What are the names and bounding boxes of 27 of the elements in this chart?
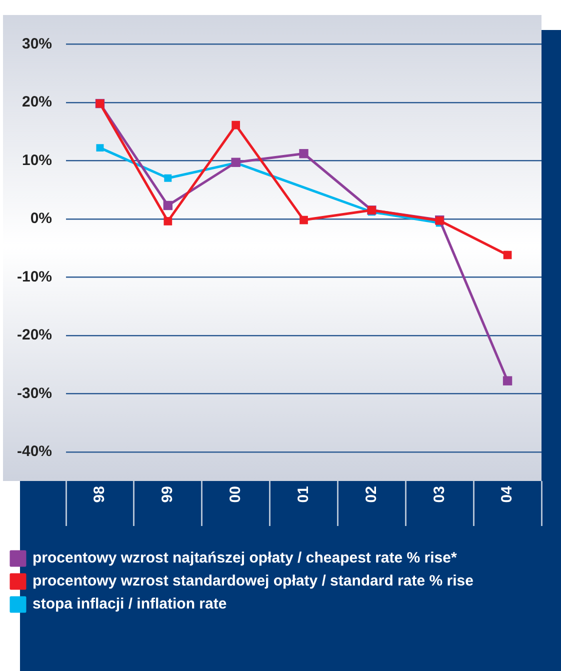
point xyxy=(503,250,512,260)
point xyxy=(232,120,240,130)
y-tick-label: -40% xyxy=(16,443,52,460)
x-tick-label: 02 xyxy=(362,486,380,503)
point xyxy=(96,144,104,152)
x-tick-label: 04 xyxy=(498,485,516,503)
point xyxy=(300,216,308,224)
x-tick-label: 98 xyxy=(91,486,108,503)
point xyxy=(163,200,173,210)
y-tick-label: 20% xyxy=(22,94,52,111)
y-tick-label: 30% xyxy=(22,35,52,52)
y-tick-label: -20% xyxy=(16,326,52,344)
x-tick-label: 01 xyxy=(294,486,312,503)
point xyxy=(502,376,512,386)
legend-label: stopa inflacji / inflation rate xyxy=(32,596,227,613)
x-tick-label: 00 xyxy=(226,486,244,503)
legend-label: procentowy wzrost najtańszej opłaty / cheapest rate % rise* xyxy=(32,550,457,567)
point xyxy=(164,217,172,226)
y-tick-label: -10% xyxy=(16,268,52,286)
x-tick-label: 99 xyxy=(159,486,176,503)
x-tick-label: 03 xyxy=(430,486,448,503)
y-tick-label: 10% xyxy=(22,152,52,169)
point xyxy=(299,149,308,158)
legend-label: procentowy wzrost standardowej opłaty / standard rate % rise xyxy=(32,572,474,590)
y-tick-label: 0% xyxy=(30,210,52,228)
point xyxy=(164,174,172,182)
y-tick-label: -30% xyxy=(16,384,52,402)
